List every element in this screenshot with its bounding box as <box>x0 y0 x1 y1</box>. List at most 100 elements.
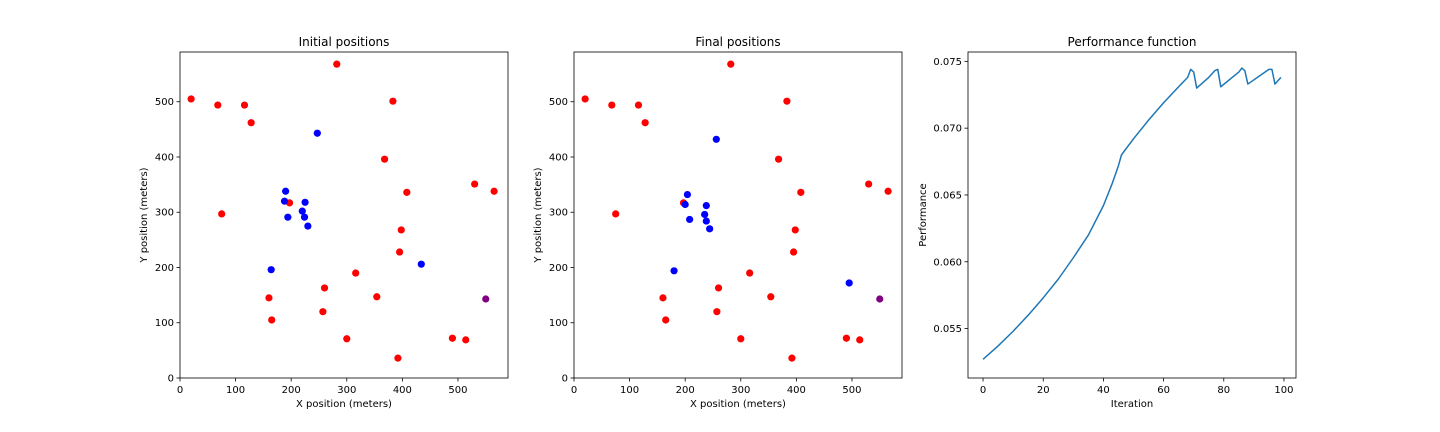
red-point <box>797 188 805 196</box>
blue-point <box>701 210 709 219</box>
y-tick-label: 0.055 <box>933 324 962 335</box>
red-point <box>612 210 620 218</box>
y-tick-label: 0 <box>562 374 568 385</box>
chart-title: Final positions <box>695 35 780 49</box>
performance-line <box>982 67 1282 360</box>
blue-point <box>712 135 720 143</box>
x-tick-label: 100 <box>1274 385 1293 396</box>
red-point <box>394 354 402 362</box>
red-point <box>214 101 222 109</box>
x-tick-label: 0 <box>177 385 183 396</box>
blue-point <box>280 197 289 205</box>
chart-panel-1: 0 100 200 300 400 500 0 100 200 300 400 500 Initial … <box>139 35 509 410</box>
y-tick-label: 300 <box>549 208 568 219</box>
red-point <box>471 180 479 188</box>
red-point <box>641 119 649 127</box>
blue-point <box>706 225 714 233</box>
y-tick-label: 0.060 <box>933 257 962 268</box>
x-tick-label: 300 <box>337 385 356 396</box>
red-point <box>448 334 457 342</box>
purple-point <box>876 295 884 303</box>
red-point <box>737 335 745 343</box>
blue-point <box>267 266 275 274</box>
red-point <box>714 284 723 292</box>
red-point <box>240 101 249 109</box>
y-tick-label: 0.070 <box>933 124 962 135</box>
y-tick-label: 500 <box>155 97 174 108</box>
red-point <box>767 293 775 301</box>
red-point <box>373 293 381 301</box>
x-tick-label: 300 <box>731 385 750 396</box>
red-point <box>218 210 226 218</box>
y-tick-label: 0 <box>168 374 174 385</box>
blue-point <box>702 202 710 210</box>
y-tick-label: 100 <box>155 318 174 329</box>
red-point <box>247 119 255 127</box>
red-point <box>343 335 351 343</box>
red-point <box>791 226 799 234</box>
plot-area <box>573 51 903 379</box>
x-tick-label: 20 <box>1037 385 1050 396</box>
blue-point <box>304 222 312 230</box>
red-point <box>187 95 195 103</box>
red-point <box>352 269 360 277</box>
y-axis-label: Y position (meters) <box>139 167 150 263</box>
x-tick-label: 80 <box>1217 385 1230 396</box>
red-point <box>865 180 873 188</box>
red-point <box>380 155 389 163</box>
x-tick-label: 500 <box>842 385 861 396</box>
red-point <box>884 187 892 195</box>
x-tick-label: 100 <box>226 385 245 396</box>
chart-panel-2: 0 100 200 300 400 500 0 100 200 300 400 500 Final po… <box>533 35 903 410</box>
x-tick-label: 500 <box>448 385 467 396</box>
red-point <box>713 308 721 316</box>
plot-area <box>967 51 1297 379</box>
blue-point <box>702 217 710 225</box>
x-tick-label: 100 <box>620 385 639 396</box>
red-point <box>319 308 327 316</box>
y-axis-label: Performance <box>918 183 929 246</box>
x-tick-label: 0 <box>571 385 577 396</box>
y-tick-label: 400 <box>549 152 568 163</box>
x-axis-label: X position (meters) <box>296 399 392 410</box>
y-tick-label: 400 <box>155 152 174 163</box>
blue-point <box>284 213 292 221</box>
red-point <box>265 294 273 302</box>
red-point <box>659 294 667 302</box>
y-tick-label: 300 <box>155 208 174 219</box>
x-tick-label: 0 <box>980 385 986 396</box>
red-point <box>856 336 864 344</box>
blue-point <box>845 279 853 287</box>
chart-panel-3: 0 20 40 60 80 100 0.055 0.060 0.065 0.070 0.075 Per… <box>918 35 1297 410</box>
chart-title: Initial positions <box>299 35 390 49</box>
red-point <box>581 95 589 103</box>
x-tick-label: 40 <box>1097 385 1110 396</box>
y-tick-label: 0.065 <box>933 190 962 201</box>
chart-title: Performance function <box>1068 35 1197 49</box>
blue-point <box>683 190 692 199</box>
red-point <box>662 316 670 324</box>
blue-point <box>300 213 309 221</box>
purple-point <box>482 295 490 303</box>
red-point <box>320 284 329 292</box>
red-point <box>842 334 851 342</box>
plot-area <box>179 51 509 379</box>
blue-point <box>301 198 309 206</box>
y-tick-label: 200 <box>549 263 568 274</box>
blue-point <box>686 215 694 224</box>
red-point <box>395 248 404 256</box>
blue-point <box>681 200 689 209</box>
blue-point <box>298 207 306 215</box>
red-point <box>774 155 783 163</box>
x-tick-label: 400 <box>393 385 412 396</box>
red-point <box>389 97 397 105</box>
red-point <box>727 60 735 68</box>
x-axis-label: X position (meters) <box>690 399 786 410</box>
y-tick-label: 0.075 <box>933 57 962 68</box>
y-tick-label: 500 <box>549 97 568 108</box>
red-point <box>789 248 798 256</box>
x-tick-label: 60 <box>1157 385 1170 396</box>
x-tick-label: 200 <box>676 385 695 396</box>
red-point <box>490 187 498 195</box>
